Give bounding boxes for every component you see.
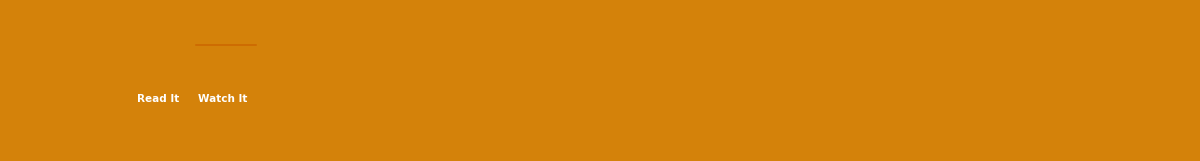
- Text: 5: 5: [179, 42, 185, 51]
- Text: Watch It: Watch It: [198, 94, 247, 104]
- Text: y =: y =: [150, 46, 178, 59]
- Text: y′(2) =: y′(2) =: [38, 68, 88, 81]
- Text: (2, 2): (2, 2): [265, 46, 300, 59]
- Text: Need Help?: Need Help?: [38, 93, 124, 106]
- FancyBboxPatch shape: [88, 65, 167, 80]
- Text: Find the slope of the graph of the function at the given point. Use the: Find the slope of the graph of the funct…: [38, 13, 430, 23]
- Text: to three decimal places.): to three decimal places.): [38, 27, 178, 37]
- Text: derivative: derivative: [430, 13, 486, 23]
- Text: feature of a graphing utility to confirm your results. (If an answer is undefine: feature of a graphing utility to confirm…: [486, 13, 1147, 23]
- Text: Read It: Read It: [137, 94, 179, 104]
- FancyBboxPatch shape: [26, 5, 1193, 155]
- Text: ,: ,: [254, 46, 259, 59]
- Text: 3x³ + 4x: 3x³ + 4x: [197, 46, 254, 59]
- Text: √: √: [186, 48, 197, 66]
